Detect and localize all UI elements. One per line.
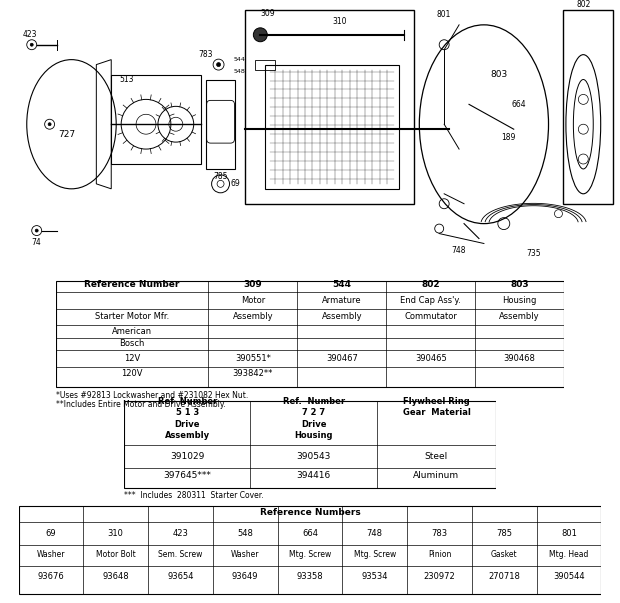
Text: Assembly: Assembly: [232, 312, 273, 321]
Text: Washer: Washer: [231, 551, 260, 560]
Text: Motor: Motor: [241, 295, 265, 305]
Text: 74: 74: [32, 238, 42, 247]
Text: 423: 423: [22, 30, 37, 39]
Text: Mtg. Head: Mtg. Head: [549, 551, 589, 560]
Text: 310: 310: [332, 17, 347, 27]
Text: Housing: Housing: [503, 295, 537, 305]
Text: 93648: 93648: [102, 572, 129, 581]
Text: 12V: 12V: [124, 354, 140, 363]
Text: 803: 803: [510, 280, 529, 289]
Text: Washer: Washer: [37, 551, 65, 560]
Text: Assembly: Assembly: [321, 312, 362, 321]
Text: 548: 548: [237, 529, 253, 538]
Text: 69: 69: [46, 529, 56, 538]
Text: 423: 423: [172, 529, 188, 538]
Text: Armature: Armature: [322, 295, 361, 305]
Circle shape: [30, 43, 33, 46]
Text: Gear  Material: Gear Material: [402, 408, 471, 417]
Text: 5 1 3: 5 1 3: [175, 408, 199, 417]
Text: ***  Includes  280311  Starter Cover.: *** Includes 280311 Starter Cover.: [124, 491, 264, 500]
Text: 390544: 390544: [553, 572, 585, 581]
Text: 748: 748: [452, 246, 466, 255]
Text: Reference Number: Reference Number: [84, 280, 180, 289]
Text: 390465: 390465: [415, 354, 446, 363]
Text: 803: 803: [490, 70, 507, 79]
Text: 748: 748: [367, 529, 383, 538]
Text: 390467: 390467: [326, 354, 358, 363]
Text: Assembly: Assembly: [165, 431, 210, 440]
Text: 93358: 93358: [297, 572, 323, 581]
Text: Reference Numbers: Reference Numbers: [260, 508, 360, 517]
Bar: [265, 65, 399, 189]
Text: Bosch: Bosch: [120, 339, 144, 349]
Text: Ref.  Number: Ref. Number: [283, 397, 345, 406]
Text: 93649: 93649: [232, 572, 259, 581]
Text: 801: 801: [561, 529, 577, 538]
Text: Drive: Drive: [174, 420, 200, 429]
Text: **Includes Entire Motor and Drive Assembly.: **Includes Entire Motor and Drive Assemb…: [56, 400, 226, 409]
Text: Assembly: Assembly: [499, 312, 540, 321]
Text: Ref  Number: Ref Number: [157, 397, 217, 406]
Text: Sem. Screw: Sem. Screw: [158, 551, 203, 560]
Text: 664: 664: [512, 100, 526, 109]
Text: 391029: 391029: [170, 452, 205, 461]
Text: 783: 783: [198, 50, 213, 59]
Text: Starter Motor Mfr.: Starter Motor Mfr.: [95, 312, 169, 321]
Text: 393842**: 393842**: [232, 369, 273, 378]
Text: 120V: 120V: [122, 369, 143, 378]
Text: 69: 69: [231, 179, 241, 188]
Text: 189: 189: [502, 133, 516, 142]
Text: Gasket: Gasket: [491, 551, 518, 560]
Text: 309: 309: [260, 10, 275, 19]
Text: Motor Bolt: Motor Bolt: [96, 551, 136, 560]
Text: Aluminum: Aluminum: [414, 471, 459, 480]
Text: 230972: 230972: [423, 572, 455, 581]
Text: 390551*: 390551*: [235, 354, 271, 363]
Text: Mtg. Screw: Mtg. Screw: [353, 551, 396, 560]
Text: 390543: 390543: [296, 452, 331, 461]
Text: Commutator: Commutator: [404, 312, 457, 321]
Text: 544: 544: [332, 280, 352, 289]
Text: Drive: Drive: [301, 420, 327, 429]
Text: 544: 544: [234, 57, 246, 62]
Text: 727: 727: [58, 130, 75, 139]
Text: Steel: Steel: [425, 452, 448, 461]
Circle shape: [254, 28, 267, 42]
Text: End Cap Ass'y.: End Cap Ass'y.: [401, 295, 461, 305]
Circle shape: [35, 229, 38, 232]
Text: 270718: 270718: [489, 572, 520, 581]
Text: 513: 513: [119, 75, 133, 84]
Text: *Uses #92813 Lockwasher and #231082 Hex Nut.: *Uses #92813 Lockwasher and #231082 Hex …: [56, 391, 248, 400]
Text: 735: 735: [526, 249, 541, 258]
Text: 7 2 7: 7 2 7: [302, 408, 326, 417]
Text: 397645***: 397645***: [163, 471, 211, 480]
Text: 93534: 93534: [361, 572, 388, 581]
Text: 93676: 93676: [38, 572, 64, 581]
Text: 785: 785: [496, 529, 512, 538]
Text: 93654: 93654: [167, 572, 193, 581]
Text: Flywheel Ring: Flywheel Ring: [403, 397, 470, 406]
Text: 548: 548: [234, 69, 246, 74]
Bar: [564, 10, 613, 204]
Text: American: American: [112, 327, 152, 336]
Text: 394416: 394416: [296, 471, 331, 480]
Text: 309: 309: [244, 280, 262, 289]
Text: Mtg. Screw: Mtg. Screw: [289, 551, 331, 560]
Text: Housing: Housing: [294, 431, 333, 440]
Text: 390468: 390468: [504, 354, 536, 363]
Circle shape: [216, 63, 221, 66]
Text: 785: 785: [213, 172, 228, 182]
Bar: [246, 10, 414, 204]
Text: 802: 802: [422, 280, 440, 289]
Text: 310: 310: [108, 529, 123, 538]
Text: Pinion: Pinion: [428, 551, 451, 560]
Text: 664: 664: [302, 529, 318, 538]
Bar: [111, 75, 201, 164]
Text: 801: 801: [437, 10, 451, 19]
Circle shape: [48, 123, 51, 125]
Text: 802: 802: [576, 1, 590, 10]
Text: 783: 783: [432, 529, 448, 538]
Bar: [255, 60, 275, 69]
